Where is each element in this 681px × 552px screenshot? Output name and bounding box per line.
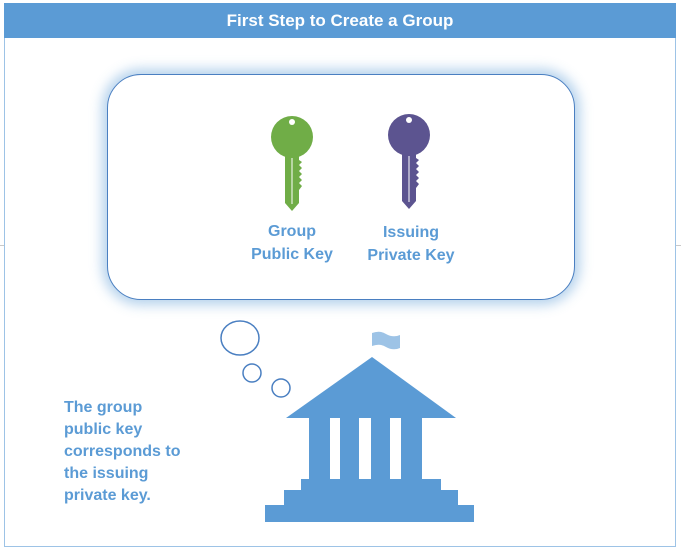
thought-bubble bbox=[107, 74, 575, 300]
group-public-key-label: Group Public Key bbox=[251, 223, 333, 263]
thought-bubble-icon bbox=[220, 320, 291, 398]
building-icon bbox=[265, 357, 474, 522]
explanation-note: The group public key corresponds to the … bbox=[64, 399, 181, 504]
flag-icon bbox=[372, 331, 400, 350]
issuing-private-key-icon bbox=[388, 114, 430, 209]
divider-right bbox=[676, 245, 681, 246]
issuing-private-key-label: Issuing Private Key bbox=[367, 224, 455, 264]
page-title: First Step to Create a Group bbox=[4, 3, 676, 38]
group-public-key-icon bbox=[271, 116, 313, 211]
divider-left bbox=[0, 245, 4, 246]
